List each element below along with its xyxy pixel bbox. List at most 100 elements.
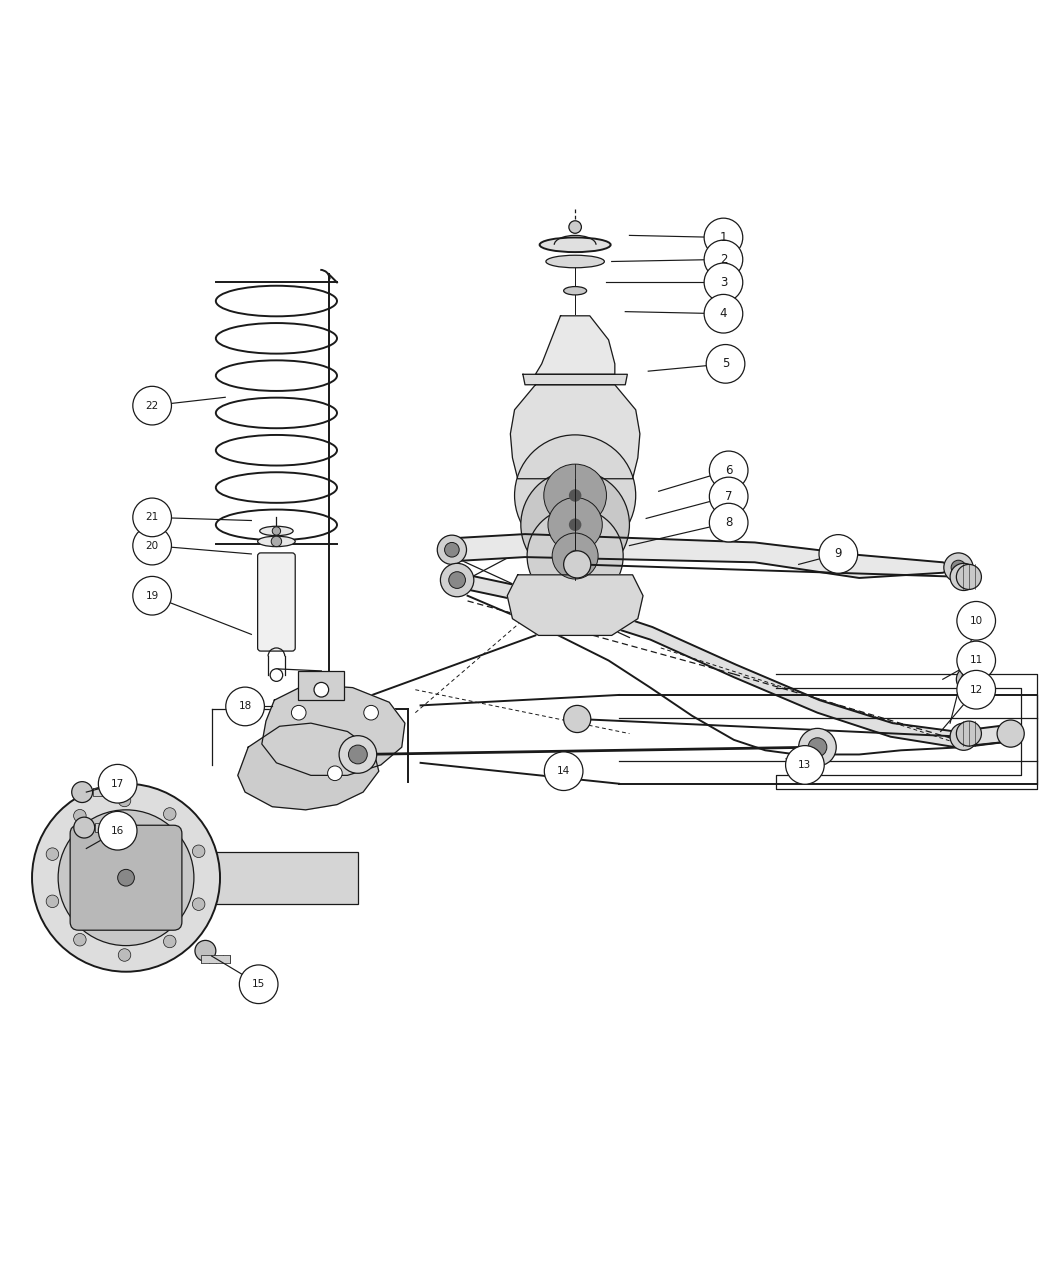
Circle shape xyxy=(710,504,748,542)
Circle shape xyxy=(314,682,329,697)
Circle shape xyxy=(569,490,582,502)
Bar xyxy=(202,955,230,964)
Circle shape xyxy=(46,895,59,908)
Circle shape xyxy=(998,720,1024,747)
Circle shape xyxy=(544,464,607,527)
Circle shape xyxy=(271,537,281,547)
Circle shape xyxy=(521,470,629,579)
Circle shape xyxy=(957,565,982,589)
Text: 1: 1 xyxy=(719,231,728,244)
Polygon shape xyxy=(452,534,959,578)
Circle shape xyxy=(195,941,216,961)
Circle shape xyxy=(46,848,59,861)
Circle shape xyxy=(164,808,176,820)
Circle shape xyxy=(132,386,171,425)
Circle shape xyxy=(544,752,583,790)
Circle shape xyxy=(132,527,171,565)
Circle shape xyxy=(272,527,280,535)
Circle shape xyxy=(957,667,982,692)
Circle shape xyxy=(514,435,635,556)
Circle shape xyxy=(339,736,377,773)
Circle shape xyxy=(799,728,836,766)
Circle shape xyxy=(292,705,306,720)
Circle shape xyxy=(548,497,603,552)
Circle shape xyxy=(270,669,282,681)
Ellipse shape xyxy=(540,237,611,252)
Circle shape xyxy=(564,705,591,733)
Circle shape xyxy=(957,671,995,709)
Circle shape xyxy=(440,564,474,597)
Circle shape xyxy=(950,723,978,750)
Circle shape xyxy=(74,817,94,838)
Circle shape xyxy=(951,560,966,575)
Text: 19: 19 xyxy=(146,590,159,601)
Circle shape xyxy=(944,553,973,583)
Circle shape xyxy=(239,965,278,1003)
Text: 3: 3 xyxy=(719,275,728,289)
Circle shape xyxy=(785,746,824,784)
Bar xyxy=(298,671,344,700)
Bar xyxy=(94,824,118,831)
Circle shape xyxy=(119,949,131,961)
Circle shape xyxy=(569,519,582,530)
Text: 4: 4 xyxy=(719,307,728,320)
Circle shape xyxy=(564,551,591,578)
Text: 16: 16 xyxy=(111,826,124,835)
Text: 5: 5 xyxy=(721,357,729,370)
Circle shape xyxy=(957,641,995,680)
Circle shape xyxy=(569,221,582,233)
Bar xyxy=(92,788,116,797)
Circle shape xyxy=(808,738,826,756)
Circle shape xyxy=(118,870,134,886)
Text: 8: 8 xyxy=(724,516,732,529)
Circle shape xyxy=(132,576,171,615)
Circle shape xyxy=(957,602,995,640)
Circle shape xyxy=(32,784,220,972)
Circle shape xyxy=(710,451,748,490)
Circle shape xyxy=(226,687,265,725)
Circle shape xyxy=(710,477,748,516)
Circle shape xyxy=(99,765,136,803)
Text: 18: 18 xyxy=(238,701,252,711)
Text: 15: 15 xyxy=(252,979,266,989)
Text: 10: 10 xyxy=(969,616,983,626)
FancyBboxPatch shape xyxy=(70,825,182,931)
Bar xyxy=(215,852,358,904)
Circle shape xyxy=(569,550,582,562)
Circle shape xyxy=(437,536,466,565)
Circle shape xyxy=(74,810,86,822)
FancyBboxPatch shape xyxy=(257,553,295,652)
Ellipse shape xyxy=(546,255,605,268)
Circle shape xyxy=(705,295,742,333)
Ellipse shape xyxy=(259,527,293,535)
Ellipse shape xyxy=(257,537,295,547)
Circle shape xyxy=(71,782,92,802)
Polygon shape xyxy=(536,316,615,375)
Text: 6: 6 xyxy=(724,464,733,477)
Circle shape xyxy=(119,794,131,807)
Circle shape xyxy=(950,564,978,590)
Circle shape xyxy=(99,811,136,850)
Circle shape xyxy=(74,933,86,946)
Text: 11: 11 xyxy=(969,655,983,666)
Text: 22: 22 xyxy=(146,400,159,411)
Polygon shape xyxy=(510,385,639,478)
Circle shape xyxy=(132,499,171,537)
Text: 12: 12 xyxy=(969,685,983,695)
Circle shape xyxy=(819,534,858,574)
Circle shape xyxy=(363,705,378,720)
Circle shape xyxy=(192,898,205,910)
Circle shape xyxy=(328,766,342,780)
Polygon shape xyxy=(507,575,643,635)
Text: 13: 13 xyxy=(798,760,812,770)
Circle shape xyxy=(705,263,742,302)
Circle shape xyxy=(349,745,368,764)
Circle shape xyxy=(707,344,744,384)
Text: 21: 21 xyxy=(146,513,159,523)
Text: 17: 17 xyxy=(111,779,124,789)
Polygon shape xyxy=(523,375,627,385)
Text: 9: 9 xyxy=(835,547,842,561)
Text: 20: 20 xyxy=(146,541,159,551)
Circle shape xyxy=(705,240,742,279)
Text: 7: 7 xyxy=(724,490,733,504)
